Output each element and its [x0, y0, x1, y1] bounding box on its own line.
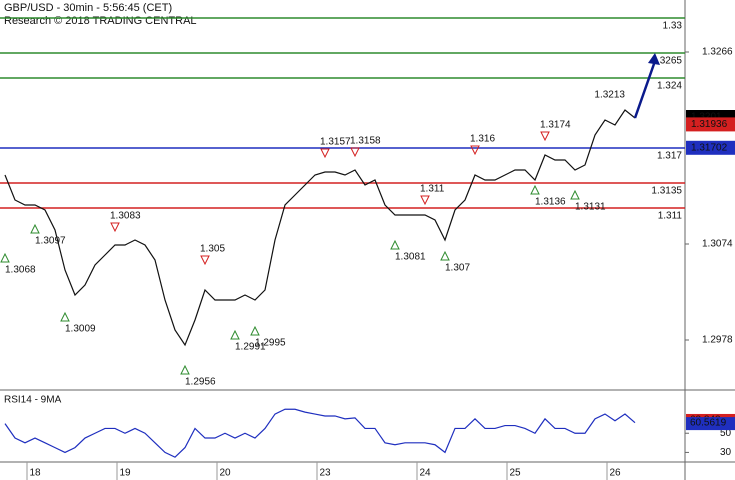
support-marker — [0, 252, 10, 263]
pivot-label: 1.3081 — [395, 252, 426, 263]
price-box-label: 1.31702 — [691, 142, 728, 153]
pivot-label: 1.3174 — [540, 120, 571, 131]
pivot-label: 1.3131 — [575, 202, 606, 213]
rsi-title: RSI14 - 9MA — [4, 395, 62, 406]
x-tick-label: 24 — [419, 468, 431, 479]
resistance-marker — [110, 222, 120, 233]
arrow-head — [648, 53, 660, 65]
pivot-label: 1.3157 — [320, 137, 351, 148]
support-marker — [530, 184, 540, 195]
level-label: 1.33 — [663, 21, 683, 32]
level-label: 1.324 — [657, 81, 682, 92]
pivot-label: 1.3136 — [535, 197, 566, 208]
y-tick-label: 1.3266 — [702, 47, 733, 58]
price-box — [686, 140, 735, 155]
support-marker — [390, 239, 400, 250]
resistance-marker — [350, 147, 360, 158]
support-marker — [440, 250, 450, 261]
x-tick-label: 20 — [219, 468, 231, 479]
resistance-marker — [200, 255, 210, 266]
resistance-marker — [470, 145, 480, 156]
pivot-label: 1.2995 — [255, 338, 286, 349]
rsi-line — [4, 408, 636, 458]
x-tick-label: 23 — [319, 468, 331, 479]
level-label: 1.317 — [657, 151, 682, 162]
support-marker — [30, 223, 40, 234]
pivot-label: 1.2991 — [235, 342, 266, 353]
price-box-label: 1.31936 — [691, 119, 728, 130]
projection-arrow — [633, 60, 657, 119]
x-tick-label: 26 — [609, 468, 621, 479]
pivot-label: 1.305 — [200, 244, 225, 255]
level-label: 1.3265 — [651, 56, 682, 67]
pivot-label: 1.3009 — [65, 324, 96, 335]
pivot-label: 1.3068 — [5, 265, 36, 276]
pivot-label: 1.311 — [420, 184, 445, 195]
y-tick-label: 1.3074 — [702, 239, 733, 250]
pivot-label: 1.316 — [470, 134, 495, 145]
support-marker — [60, 311, 70, 322]
pivot-label: 1.3097 — [35, 236, 66, 247]
pivot-label: 1.307 — [445, 263, 470, 274]
pivot-label: 1.3213 — [594, 90, 625, 101]
chart-title: GBP/USD - 30min - 5:56:45 (CET) — [4, 2, 172, 14]
support-marker — [230, 329, 240, 340]
price-line — [4, 109, 636, 347]
support-marker — [250, 325, 260, 336]
pivot-label: 1.3083 — [110, 211, 141, 222]
pivot-label: 1.2956 — [185, 377, 216, 388]
rsi-box-label: 60.5619 — [690, 418, 727, 429]
pivot-label: 1.3158 — [350, 136, 381, 147]
x-tick-label: 19 — [119, 468, 131, 479]
level-label: 1.311 — [658, 211, 683, 222]
price-box-label: 1.3201 — [691, 112, 722, 123]
x-tick-label: 25 — [509, 468, 521, 479]
level-label: 1.3135 — [651, 186, 682, 197]
price-box — [686, 117, 735, 132]
resistance-marker — [540, 131, 550, 142]
rsi-box — [686, 417, 735, 431]
resistance-marker — [320, 148, 330, 159]
rsi-tick-label: 50 — [720, 428, 732, 439]
y-tick-label: 1.2978 — [702, 335, 733, 346]
support-marker — [570, 189, 580, 200]
rsi-tick-label: 30 — [720, 447, 732, 458]
support-marker — [180, 364, 190, 375]
resistance-marker — [420, 195, 430, 206]
chart-subtitle: Research © 2018 TRADING CENTRAL — [4, 15, 197, 27]
x-tick-label: 18 — [29, 468, 41, 479]
